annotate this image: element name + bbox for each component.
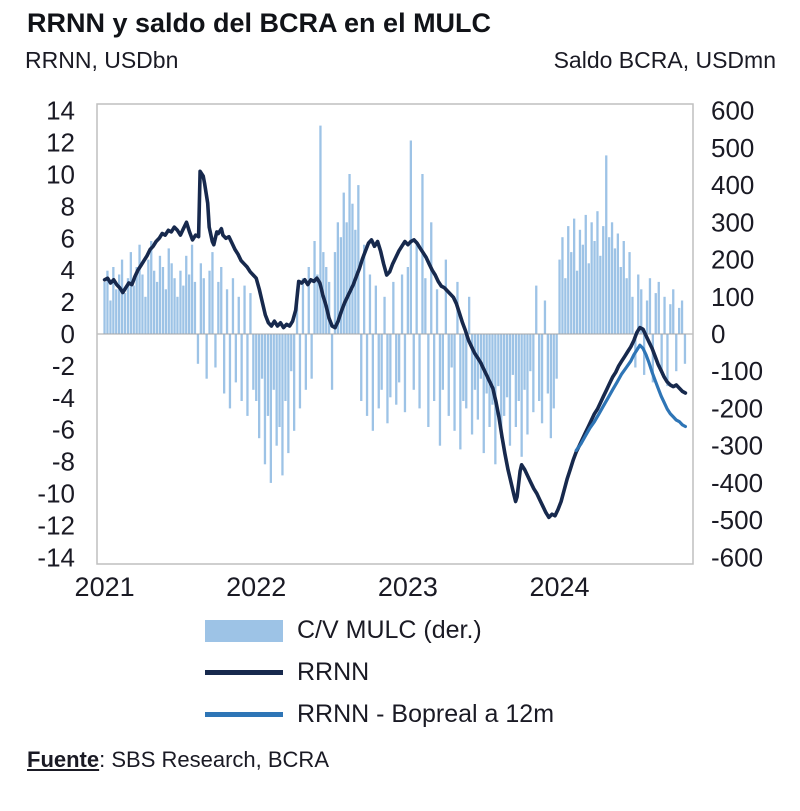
legend-label-rrnn: RRNN	[297, 658, 370, 686]
legend: C/V MULC (der.) RRNN RRNN - Bopreal a 12…	[205, 616, 800, 729]
svg-text:-500: -500	[711, 505, 763, 535]
svg-text:-8: -8	[52, 447, 75, 477]
bopreal-swatch	[205, 712, 283, 717]
source-note: Fuente: SBS Research, BCRA	[27, 747, 800, 773]
svg-text:0: 0	[711, 319, 725, 349]
svg-text:10: 10	[46, 160, 75, 190]
svg-text:100: 100	[711, 282, 754, 312]
svg-text:-600: -600	[711, 542, 763, 572]
rrnn-line	[102, 169, 688, 520]
svg-text:200: 200	[711, 245, 754, 275]
svg-text:300: 300	[711, 207, 754, 237]
svg-text:-300: -300	[711, 431, 763, 461]
svg-text:-200: -200	[711, 393, 763, 423]
rrnn-swatch	[205, 670, 283, 675]
svg-text:600: 600	[711, 96, 754, 126]
svg-text:-400: -400	[711, 468, 763, 498]
chart-canvas: 14121086420-2-4-6-8-10-12-14600500400300…	[37, 96, 763, 602]
left-axis-header: RRNN, USDbn	[25, 47, 179, 73]
svg-text:-4: -4	[52, 383, 75, 413]
legend-label-cv-mulc: C/V MULC (der.)	[297, 616, 482, 644]
right-axis-header: Saldo BCRA, USDmn	[553, 47, 776, 73]
source-text: : SBS Research, BCRA	[99, 747, 329, 772]
svg-text:12: 12	[46, 128, 75, 158]
svg-text:500: 500	[711, 133, 754, 163]
legend-item-rrnn: RRNN	[205, 658, 800, 687]
x-axis-labels: 2021 2022 2023 2024	[75, 572, 590, 602]
source-label: Fuente	[27, 747, 100, 772]
bopreal-line	[574, 343, 688, 452]
svg-text:2021: 2021	[75, 572, 135, 602]
svg-text:-14: -14	[37, 542, 75, 572]
legend-label-bopreal: RRNN - Bopreal a 12m	[297, 700, 555, 728]
right-axis-tick-labels: 600 500 400 300 200 100 0 -100 -200 -300 -400 -500 -…	[711, 96, 763, 573]
cv-mulc-swatch	[205, 619, 283, 642]
svg-text:6: 6	[61, 223, 75, 253]
svg-text:-12: -12	[37, 510, 75, 540]
plot-border	[96, 103, 694, 565]
axis-headers: RRNN, USDbn Saldo BCRA, USDmn	[25, 47, 776, 74]
svg-text:-2: -2	[52, 351, 75, 381]
page-title: RRNN y saldo del BCRA en el MULC	[27, 8, 492, 38]
svg-text:0: 0	[61, 319, 75, 349]
cv-mulc-bars	[103, 125, 687, 483]
legend-item-cv-mulc: C/V MULC (der.)	[205, 616, 800, 645]
svg-text:14: 14	[46, 96, 75, 126]
svg-text:-6: -6	[52, 415, 75, 445]
svg-text:2: 2	[61, 287, 75, 317]
svg-text:400: 400	[711, 170, 754, 200]
svg-text:-10: -10	[37, 479, 75, 509]
svg-text:2024: 2024	[529, 572, 589, 602]
svg-text:2022: 2022	[226, 572, 286, 602]
legend-item-bopreal: RRNN - Bopreal a 12m	[205, 700, 800, 729]
svg-text:2023: 2023	[378, 572, 438, 602]
svg-text:4: 4	[61, 255, 75, 285]
svg-text:-100: -100	[711, 356, 763, 386]
svg-text:8: 8	[61, 191, 75, 221]
